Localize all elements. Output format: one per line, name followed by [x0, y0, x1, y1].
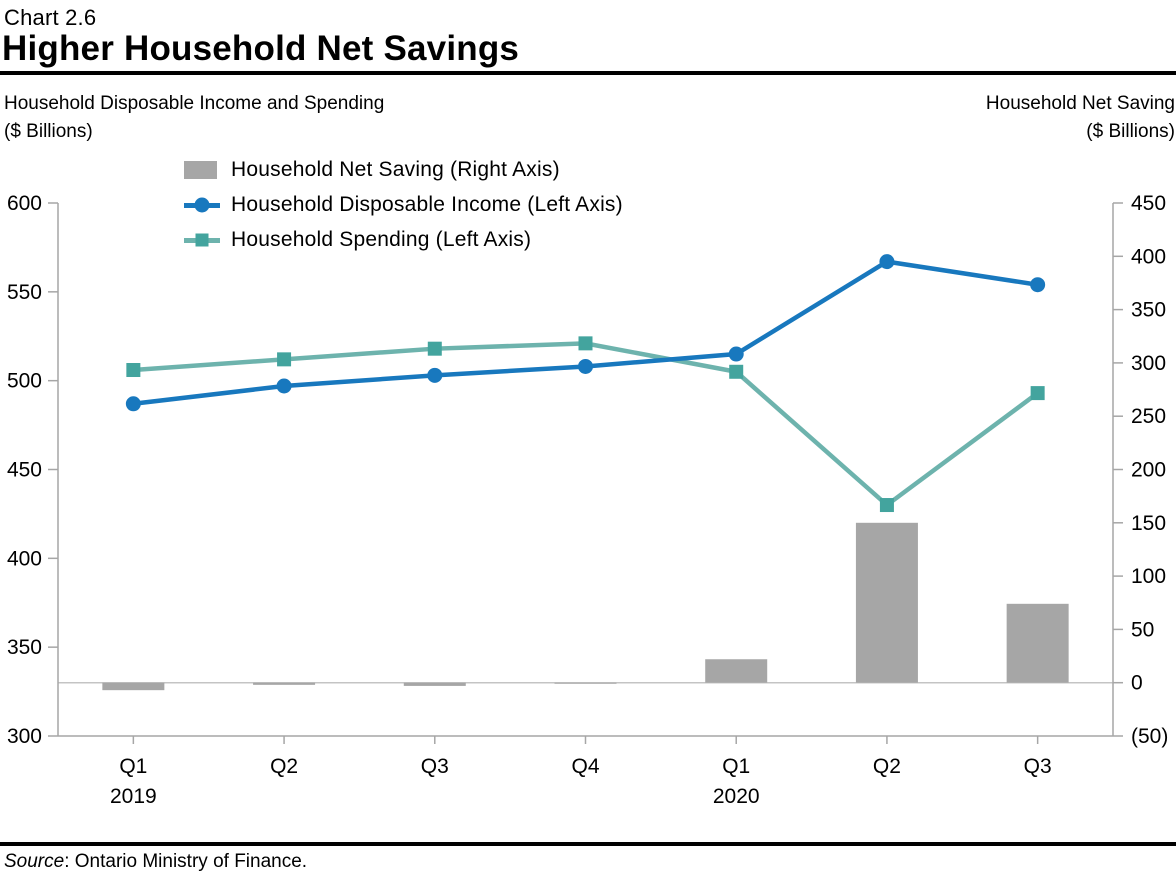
series-line-disposable-income: [133, 259, 1038, 406]
left-axis-tick-label: 500: [7, 370, 42, 393]
legend-item-disposable-income: Household Disposable Income (Left Axis): [184, 187, 623, 222]
footer-divider-rule: [0, 842, 1176, 846]
marker-square-spending: [1030, 386, 1045, 401]
source-note: Source: Ontario Ministry of Finance.: [4, 851, 307, 873]
left-axis-tick-label: 350: [7, 636, 42, 659]
marker-square-spending: [427, 341, 442, 356]
source-label: Source: [4, 851, 65, 872]
line-square-marker-icon: [184, 230, 220, 250]
bar-net-saving: [1006, 603, 1069, 683]
page-title: Higher Household Net Savings: [2, 29, 520, 68]
marker-circle-disposable-income: [1030, 277, 1046, 293]
x-axis-quarter-label: Q3: [421, 755, 449, 778]
marker-circle-disposable-income: [276, 378, 292, 394]
right-axis-tick-label: 100: [1131, 565, 1166, 588]
left-axis-tick-label: 400: [7, 547, 42, 570]
left-axis-title-line1: Household Disposable Income and Spending: [4, 93, 385, 114]
bar-net-saving: [102, 682, 165, 691]
left-axis-title-line2: ($ Billions): [4, 121, 93, 142]
legend-label-disposable-income: Household Disposable Income (Left Axis): [231, 192, 623, 216]
x-axis-quarter-label: Q1: [119, 755, 147, 778]
bar-net-saving: [253, 682, 316, 685]
right-axis-title-line1: Household Net Saving: [985, 93, 1175, 114]
left-axis-title: Household Disposable Income and Spending…: [4, 90, 384, 146]
marker-circle-disposable-income: [728, 346, 744, 362]
bar-net-saving: [705, 659, 768, 683]
x-axis-quarter-label: Q4: [571, 755, 599, 778]
legend: Household Net Saving (Right Axis) Househ…: [184, 152, 623, 257]
legend-item-net-saving: Household Net Saving (Right Axis): [184, 152, 623, 187]
x-axis-quarter-label: Q1: [722, 755, 750, 778]
x-axis-quarter-label: Q2: [270, 755, 298, 778]
marker-square-spending: [879, 498, 894, 513]
chart-number-label: Chart 2.6: [4, 5, 97, 30]
right-axis-tick-label: 50: [1131, 618, 1154, 641]
bar-net-saving: [403, 682, 466, 686]
marker-square-spending: [126, 363, 141, 378]
bar-net-saving: [855, 522, 918, 683]
marker-square-spending: [277, 352, 292, 367]
right-axis-tick-label: (50): [1131, 725, 1168, 748]
marker-square-spending: [578, 336, 593, 351]
legend-item-spending: Household Spending (Left Axis): [184, 222, 623, 257]
right-axis-tick-label: 200: [1131, 459, 1166, 482]
right-axis-tick-label: 400: [1131, 245, 1166, 268]
title-divider-rule: [0, 71, 1176, 75]
marker-circle-disposable-income: [578, 358, 593, 374]
right-axis-title: Household Net Saving ($ Billions): [986, 90, 1175, 146]
left-axis-tick-label: 550: [7, 281, 42, 304]
left-axis-tick-label: 600: [7, 192, 42, 215]
x-axis-quarter-label: Q3: [1024, 755, 1052, 778]
legend-label-net-saving: Household Net Saving (Right Axis): [231, 157, 560, 181]
marker-circle-disposable-income: [427, 367, 443, 383]
marker-square-spending: [729, 364, 744, 379]
right-axis-tick-label: 450: [1131, 192, 1166, 215]
right-axis-tick-label: 250: [1131, 405, 1166, 428]
source-text: : Ontario Ministry of Finance.: [64, 851, 308, 872]
bar-swatch-icon: [184, 160, 217, 179]
right-axis-tick-label: 150: [1131, 512, 1166, 535]
line-circle-marker-icon: [184, 195, 220, 215]
left-axis-tick-label: 450: [7, 459, 42, 482]
marker-circle-disposable-income: [879, 254, 895, 270]
right-axis-tick-label: 0: [1131, 672, 1143, 695]
x-axis-year-label: 2020: [713, 785, 760, 808]
x-axis-year-label: 2019: [110, 785, 157, 808]
right-axis-tick-label: 350: [1131, 299, 1166, 322]
x-axis-quarter-label: Q2: [873, 755, 901, 778]
legend-label-spending: Household Spending (Left Axis): [231, 227, 532, 251]
left-axis-tick-label: 300: [7, 725, 42, 748]
marker-circle-disposable-income: [125, 396, 141, 412]
right-axis-tick-label: 300: [1131, 352, 1166, 375]
right-axis-title-line2: ($ Billions): [1086, 121, 1175, 142]
bar-net-saving: [554, 682, 617, 684]
